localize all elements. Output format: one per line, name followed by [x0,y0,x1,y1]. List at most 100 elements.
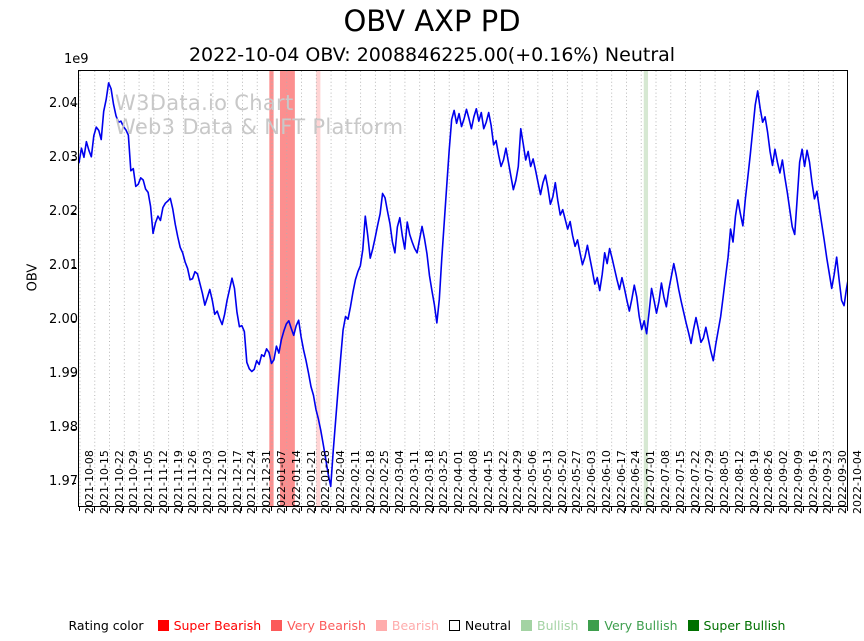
x-tick-mark [463,507,464,511]
x-tick-label: 2021-11-05 [142,450,156,514]
x-tick-label: 2021-11-12 [156,450,170,514]
legend-swatch-icon [448,619,460,631]
x-tick-mark [226,507,228,511]
x-tick-label: 2022-02-04 [334,450,348,514]
legend-swatch-icon [271,619,283,631]
x-tick-label: 2021-12-17 [230,450,244,514]
legend-item[interactable]: Very Bullish [588,618,678,633]
x-tick-label: 2022-04-15 [481,450,495,514]
y-tick-mark [72,374,76,376]
y-tick-label: 2.01 [49,257,78,273]
x-tick-mark [699,507,701,511]
y-tick-mark [72,266,76,268]
x-tick-label: 2022-08-12 [732,450,746,514]
x-tick-mark [152,507,154,511]
x-tick-mark [655,507,656,511]
x-tick-mark [433,507,435,511]
x-tick-mark [344,507,346,511]
x-tick-label: 2021-10-22 [112,450,126,514]
x-tick-label: 2022-01-28 [319,450,333,514]
legend-swatch-icon [375,619,387,631]
x-tick-label: 2022-01-14 [289,450,303,514]
legend-swatch-icon [521,619,533,631]
legend-item[interactable]: Super Bullish [687,617,786,633]
chart-canvas [79,71,847,506]
grid-lines [79,71,834,506]
x-tick-mark [610,507,612,511]
x-tick-mark [640,507,642,511]
x-tick-mark [507,507,509,511]
x-tick-label: 2022-09-23 [821,450,835,514]
x-tick-label: 2022-05-06 [526,450,540,514]
rating-band [643,71,649,506]
rating-band [316,71,321,506]
x-tick-label: 2022-04-29 [511,450,525,514]
x-tick-label: 2022-09-09 [791,450,805,514]
x-tick-mark [123,507,125,511]
y-axis-offset-text: 1e9 [64,52,89,67]
x-tick-mark [108,507,110,511]
x-tick-label: 2022-08-05 [718,450,732,514]
x-tick-mark [271,507,272,511]
x-tick-label: 2022-07-01 [644,450,658,514]
x-tick-label: 2022-09-30 [836,450,850,514]
x-tick-label: 2022-10-04 [851,450,864,514]
legend-label: Super Bearish [173,617,262,633]
rating-band [269,71,274,506]
x-tick-label: 2021-10-15 [97,450,111,514]
x-tick-label: 2022-06-17 [614,450,628,514]
x-tick-mark [285,507,287,511]
x-tick-label: 2021-12-03 [201,450,215,514]
y-tick-mark [72,212,76,214]
x-axis-ticks: 2021-10-08 2021-10-15 2021-10-22 2021-10-29… [78,450,864,627]
obv-line [79,82,847,488]
x-tick-label: 2022-08-19 [747,450,761,514]
x-tick-label: 2022-06-24 [629,450,643,514]
x-tick-label: 2021-11-19 [171,450,185,514]
x-tick-mark [595,507,597,511]
x-tick-label: 2022-03-04 [393,450,407,514]
y-tick-mark [72,159,76,161]
x-tick-label: 2022-04-08 [467,450,480,514]
x-tick-label: 2022-07-22 [688,450,702,514]
x-tick-label: 2022-02-25 [378,450,392,514]
legend-title: Rating color [68,617,144,633]
legend-item[interactable]: Super Bearish [157,617,262,633]
legend-label: Bullish [537,617,579,633]
x-tick-label: 2022-07-15 [673,450,687,514]
x-tick-mark [241,507,243,511]
x-tick-mark [832,507,834,511]
x-tick-mark [581,507,583,511]
x-tick-mark [93,507,95,511]
x-tick-mark [418,507,420,511]
x-tick-label: 2022-04-01 [452,450,466,514]
legend-swatch-icon [687,619,699,631]
x-tick-mark [566,507,568,511]
chart-subtitle: 2022-10-04 OBV: 2008846225.00(+0.16%) Ne… [188,44,676,66]
chart-legend: Rating color Super Bearish Very Bearish Be… [0,612,864,638]
y-tick-label: 2.03 [49,150,78,166]
x-tick-mark [211,507,213,511]
legend-label: Neutral [464,617,512,633]
x-tick-mark [551,507,553,511]
x-tick-label: 2022-03-25 [437,450,451,514]
x-tick-label: 2022-07-08 [659,450,672,514]
x-tick-label: 2021-11-26 [186,450,200,514]
x-tick-label: 2022-08-26 [762,450,776,514]
x-tick-mark [787,507,789,511]
legend-item[interactable]: Neutral [448,617,512,633]
legend-item[interactable]: Bullish [521,618,578,633]
legend-swatch-icon [588,619,600,631]
x-tick-label: 2022-03-11 [407,450,421,514]
x-tick-label: 2022-02-18 [363,450,377,514]
y-tick-mark [72,105,76,107]
y-tick-label: 1.98 [49,419,78,435]
legend-label: Super Bullish [703,617,786,633]
legend-item[interactable]: Very Bearish [271,618,366,633]
legend-item[interactable]: Bearish [375,618,439,633]
x-tick-mark [182,507,184,511]
x-tick-mark [743,507,745,511]
y-tick-mark [72,320,76,322]
x-tick-mark [714,507,716,511]
